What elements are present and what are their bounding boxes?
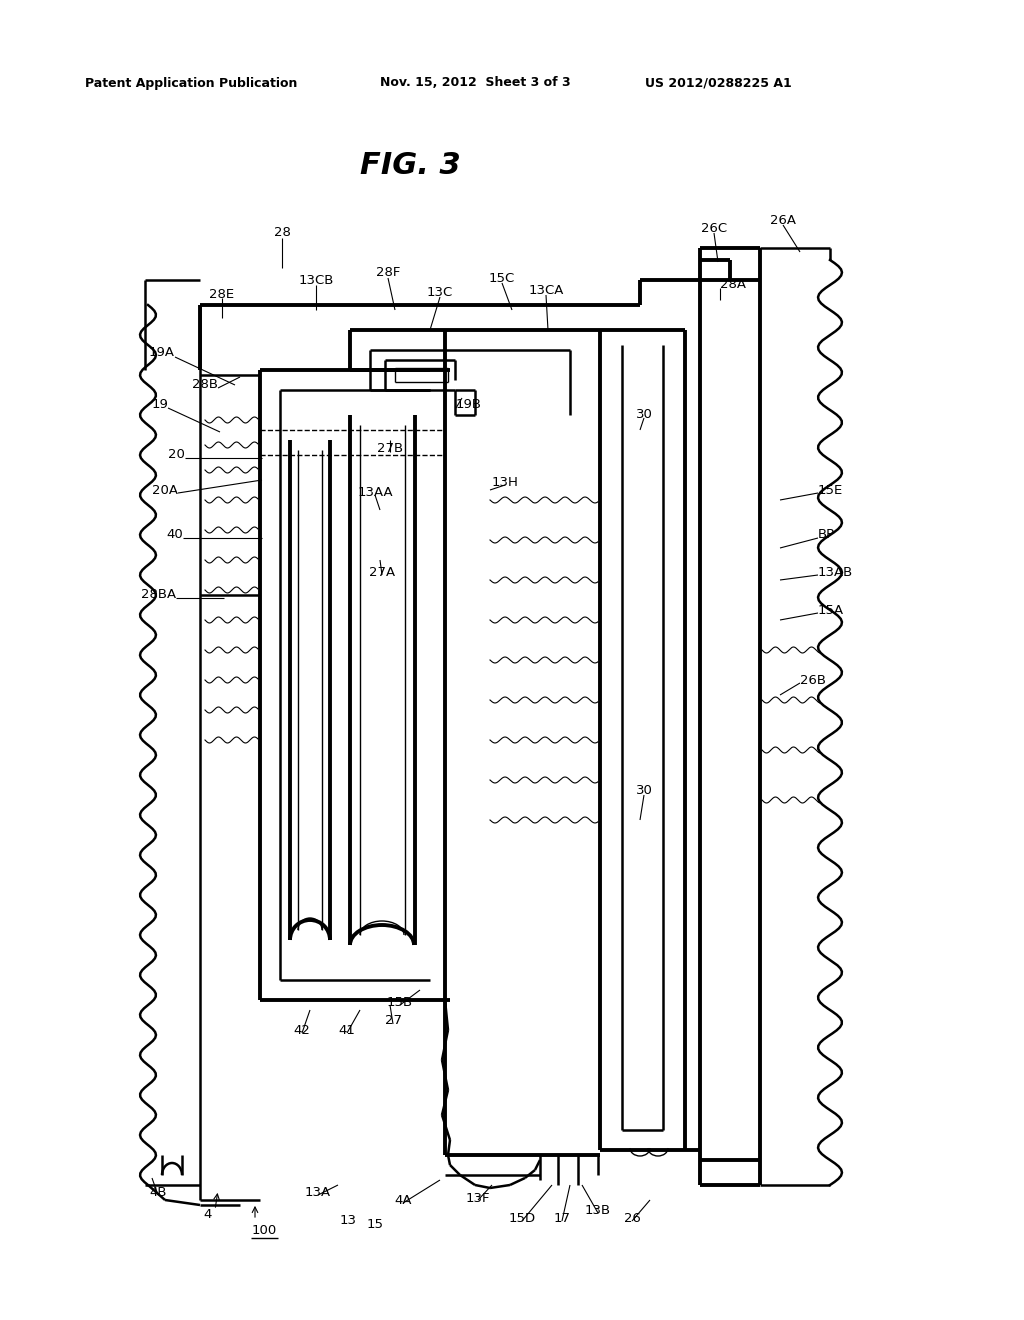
Text: 15A: 15A [818, 603, 844, 616]
Text: 20: 20 [168, 449, 185, 462]
Text: 27: 27 [384, 1014, 401, 1027]
Text: 20A: 20A [152, 483, 178, 496]
Text: 28F: 28F [376, 265, 400, 279]
Text: 27A: 27A [369, 565, 395, 578]
Text: 42: 42 [294, 1023, 310, 1036]
Text: 13AB: 13AB [818, 565, 853, 578]
Text: 28A: 28A [720, 279, 746, 292]
Text: 26: 26 [624, 1212, 640, 1225]
Text: 40: 40 [166, 528, 183, 541]
Text: 15D: 15D [509, 1212, 536, 1225]
Text: 26A: 26A [770, 214, 796, 227]
Text: 15B: 15B [387, 995, 413, 1008]
Text: US 2012/0288225 A1: US 2012/0288225 A1 [645, 77, 792, 90]
Text: 15: 15 [367, 1218, 384, 1232]
Text: BP: BP [818, 528, 836, 541]
Text: 28: 28 [273, 226, 291, 239]
Text: 13CB: 13CB [298, 273, 334, 286]
Text: 100: 100 [251, 1224, 276, 1237]
Text: 19: 19 [152, 399, 168, 412]
Text: 41: 41 [339, 1023, 355, 1036]
Text: 13H: 13H [492, 475, 518, 488]
Text: 4: 4 [204, 1209, 212, 1221]
Text: 30: 30 [636, 784, 652, 796]
Text: 13C: 13C [427, 285, 454, 298]
Text: 4B: 4B [150, 1185, 167, 1199]
Text: 28B: 28B [193, 379, 218, 392]
Text: 28E: 28E [210, 289, 234, 301]
Text: 15E: 15E [818, 483, 843, 496]
Text: 26C: 26C [701, 222, 727, 235]
Text: 17: 17 [554, 1212, 570, 1225]
Text: 13A: 13A [305, 1185, 331, 1199]
Text: 27B: 27B [377, 441, 403, 454]
Text: 13CA: 13CA [528, 284, 563, 297]
Text: 13AA: 13AA [357, 486, 393, 499]
Text: 13B: 13B [585, 1204, 611, 1217]
Text: 19B: 19B [456, 399, 482, 412]
Text: FIG. 3: FIG. 3 [359, 150, 461, 180]
Text: 4A: 4A [394, 1193, 412, 1206]
Text: 30: 30 [636, 408, 652, 421]
Text: 13F: 13F [466, 1192, 490, 1204]
Text: 13: 13 [340, 1213, 356, 1226]
Text: 28BA: 28BA [141, 589, 176, 602]
Text: Nov. 15, 2012  Sheet 3 of 3: Nov. 15, 2012 Sheet 3 of 3 [380, 77, 570, 90]
Text: 15C: 15C [488, 272, 515, 285]
Text: 26B: 26B [800, 673, 826, 686]
Text: 19A: 19A [150, 346, 175, 359]
Text: Patent Application Publication: Patent Application Publication [85, 77, 297, 90]
